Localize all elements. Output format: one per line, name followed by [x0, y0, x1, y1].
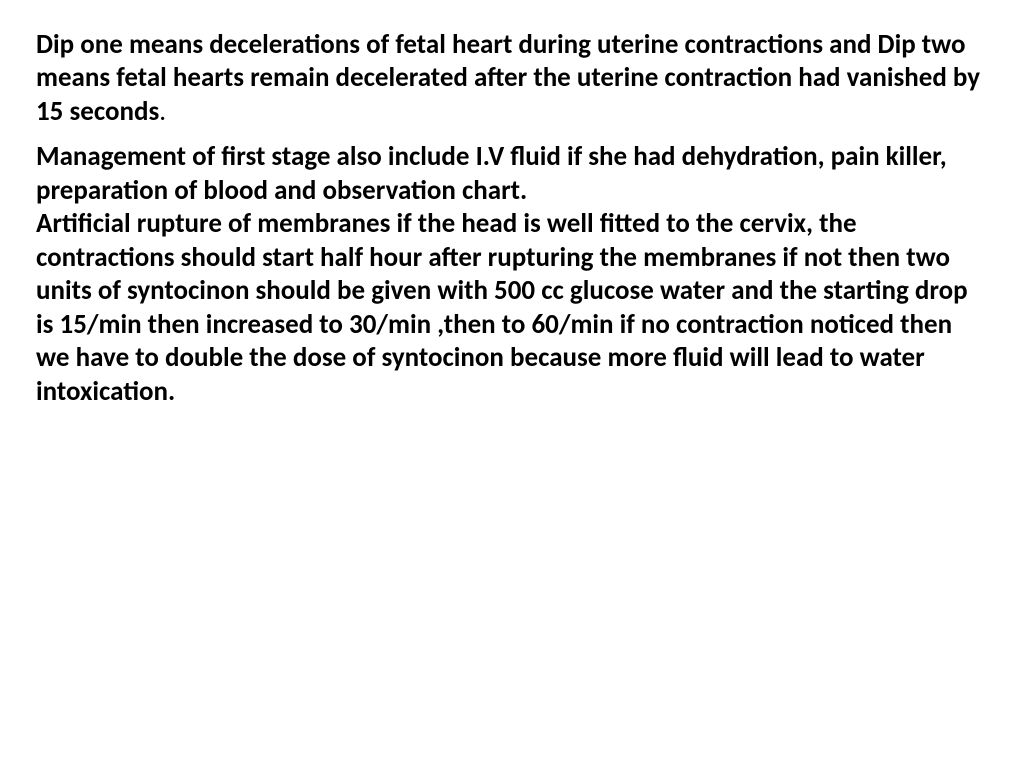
slide-body: Dip one means decelerations of fetal hea…	[0, 0, 1024, 768]
paragraph-management: Management of first stage also include I…	[36, 140, 988, 408]
paragraph1-text: Dip one means decelerations of fetal hea…	[36, 28, 980, 128]
paragraph2-part2: Artificial rupture of membranes if the h…	[36, 207, 968, 407]
paragraph2-part1: Management of first stage also include I…	[36, 140, 947, 206]
paragraph1-period: .	[159, 95, 166, 128]
paragraph-dip-definitions: Dip one means decelerations of fetal hea…	[36, 28, 988, 128]
